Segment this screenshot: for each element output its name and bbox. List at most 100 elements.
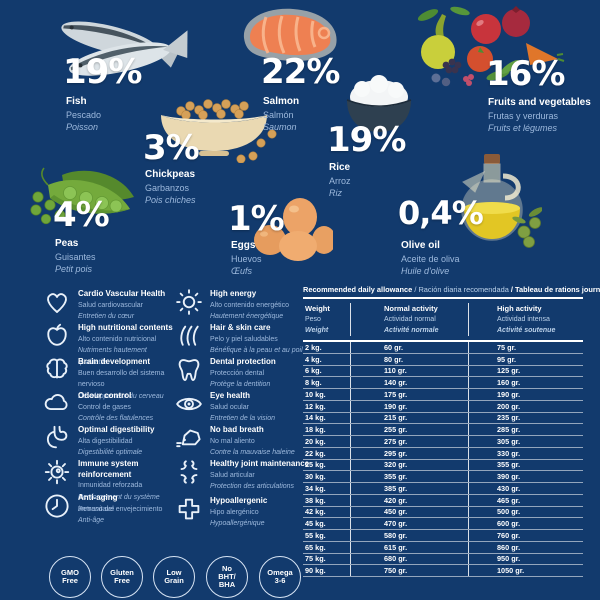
feature-brain: Brain development Buen desarrollo del sis…	[42, 355, 175, 402]
feature-fr: Nutriments hautement qualitatifs	[78, 347, 147, 367]
ingredient-name-fr: Fruits et légumes	[488, 123, 558, 133]
feature-breath: No bad breath No mal aliento Contre la mau…	[174, 423, 295, 458]
weight-cell: 30 kg.	[305, 472, 326, 482]
table-row: 6 kg. 110 gr. 125 gr.	[303, 365, 583, 378]
ingredient-name-fr: Pois chiches	[145, 195, 196, 205]
table-body: 2 kg. 60 gr. 75 gr. 4 kg. 80 gr. 95 gr. …	[303, 342, 583, 577]
fruits-labels: Fruits and vegetables Frutas y verduras …	[488, 97, 591, 135]
feature-es: Control de gases	[78, 403, 131, 411]
normal-activity-cell: 80 gr.	[350, 353, 468, 365]
peas-illustration	[30, 167, 134, 225]
eggs-labels: Eggs Huevos Œufs	[231, 240, 262, 278]
feature-es: No mal aliento	[210, 437, 255, 445]
high-activity-cell: 305 gr.	[468, 436, 583, 447]
weight-cell: 90 kg.	[305, 566, 326, 576]
weight-cell: 6 kg.	[305, 366, 322, 376]
normal-activity-cell: 750 gr.	[350, 565, 468, 576]
high-activity-cell: 950 gr.	[468, 553, 583, 565]
high-activity-cell: 465 gr.	[468, 494, 583, 506]
badge-line: No	[222, 563, 232, 573]
feature-title: Brain development	[78, 357, 151, 366]
feature-es: Alto contenido energético	[210, 301, 289, 309]
weight-cell: 20 kg.	[305, 436, 326, 446]
olive-oil-percent: 0,4%	[398, 194, 484, 232]
high-activity-cell: 200 gr.	[468, 400, 583, 412]
ingredient-name-es: Guisantes	[55, 251, 96, 262]
high-activity-cell: 160 gr.	[468, 377, 583, 388]
chickpeas-illustration	[161, 99, 277, 163]
weight-cell: 12 kg.	[305, 401, 326, 411]
brain-icon	[42, 355, 72, 385]
table-row: 75 kg. 680 gr. 950 gr.	[303, 553, 583, 566]
badge-line: GMO	[61, 567, 79, 577]
feature-es: Retraso del envejecimiento	[78, 505, 163, 513]
ingredient-name-es: Frutas y verduras	[488, 110, 559, 121]
feature-es: Pelo y piel saludables	[210, 335, 278, 343]
badge-line: BHT/	[218, 571, 236, 581]
feature-nutrition: High nutritional contents Alto contenido …	[42, 321, 175, 368]
table-title-fr: Tableau de rations journalieres	[515, 285, 600, 294]
table-row: 20 kg. 275 gr. 305 gr.	[303, 436, 583, 448]
ingredient-name-fr: Œufs	[231, 266, 253, 276]
high-activity-cell: 75 gr.	[468, 342, 583, 353]
feature-immune: Immune system reinforcement Inmunidad ref…	[42, 457, 175, 514]
ingredient-name: Peas	[55, 238, 79, 249]
table-row: 45 kg. 470 gr. 600 gr.	[303, 518, 583, 530]
immune-icon	[42, 457, 72, 487]
feature-title: Hair & skin care	[210, 323, 271, 332]
badge-line: Free	[62, 576, 78, 585]
fruits-vegetables-illustration	[417, 6, 565, 87]
table-row: 10 kg. 175 gr. 190 gr.	[303, 389, 583, 401]
ingredient-name: Olive oil	[401, 240, 440, 251]
ingredient-name: Fruits and vegetables	[488, 97, 591, 108]
weight-cell: 14 kg.	[305, 413, 326, 423]
header-line: Peso	[305, 316, 321, 323]
olive-oil-labels: Olive oil Aceite de oliva Huile d'olive	[401, 240, 460, 278]
salmon-illustration	[243, 8, 337, 61]
feature-es: Salud ocular	[210, 403, 249, 411]
ingredient-name-fr: Huile d'olive	[401, 266, 450, 276]
normal-activity-cell: 355 gr.	[350, 471, 468, 482]
cross-icon	[174, 494, 204, 524]
table-row: 34 kg. 385 gr. 430 gr.	[303, 483, 583, 495]
header-line: Activité soutenue	[497, 327, 556, 334]
high-activity-cell: 760 gr.	[468, 530, 583, 541]
feature-es: Alto contenido nutricional	[78, 335, 157, 343]
normal-activity-cell: 60 gr.	[350, 342, 468, 353]
table-row: 38 kg. 420 gr. 465 gr.	[303, 494, 583, 507]
ingredient-name: Fish	[66, 96, 87, 107]
high-activity-cell: 500 gr.	[468, 506, 583, 518]
table-header: Weight Peso Weight Normal activity Activ…	[303, 297, 583, 342]
fruits-percent: 16%	[486, 54, 565, 94]
ingredient-name: Rice	[329, 162, 351, 173]
table-row: 90 kg. 750 gr. 1050 gr.	[303, 565, 583, 577]
high-activity-cell: 355 gr.	[468, 459, 583, 471]
table-row: 55 kg. 580 gr. 760 gr.	[303, 530, 583, 542]
ingredient-name-fr: Poisson	[66, 122, 99, 132]
badge-line: BHA	[218, 580, 236, 590]
normal-activity-cell: 450 gr.	[350, 506, 468, 518]
muzzle-icon	[174, 423, 204, 453]
feature-eye: Eye health Salud ocular Entretien de la vi…	[174, 389, 275, 424]
weight-cell: 25 kg.	[305, 460, 326, 470]
header-line: Normal activity	[384, 304, 438, 313]
weight-cell: 8 kg.	[305, 378, 322, 388]
weight-cell: 55 kg.	[305, 530, 326, 540]
heart-icon	[42, 287, 72, 317]
badge-gluten-free: Gluten Free	[101, 556, 143, 598]
weight-cell: 38 kg.	[305, 495, 326, 505]
normal-activity-cell: 255 gr.	[350, 424, 468, 435]
high-activity-cell: 330 gr.	[468, 447, 583, 459]
title-separator: /	[508, 285, 515, 294]
normal-activity-cell: 320 gr.	[350, 459, 468, 471]
badge-omega-3-6: Omega 3-6	[259, 556, 301, 598]
ingredient-name-es: Huevos	[231, 253, 262, 264]
table-row: 4 kg. 80 gr. 95 gr.	[303, 353, 583, 366]
feature-title: Hypoallergenic	[210, 496, 268, 505]
fish-labels: Fish Pescado Poisson	[66, 96, 101, 134]
high-activity-cell: 95 gr.	[468, 353, 583, 365]
olive-oil-illustration	[461, 154, 542, 248]
ingredient-name-fr: Petit pois	[55, 264, 93, 274]
header-line: High activity	[497, 304, 542, 313]
